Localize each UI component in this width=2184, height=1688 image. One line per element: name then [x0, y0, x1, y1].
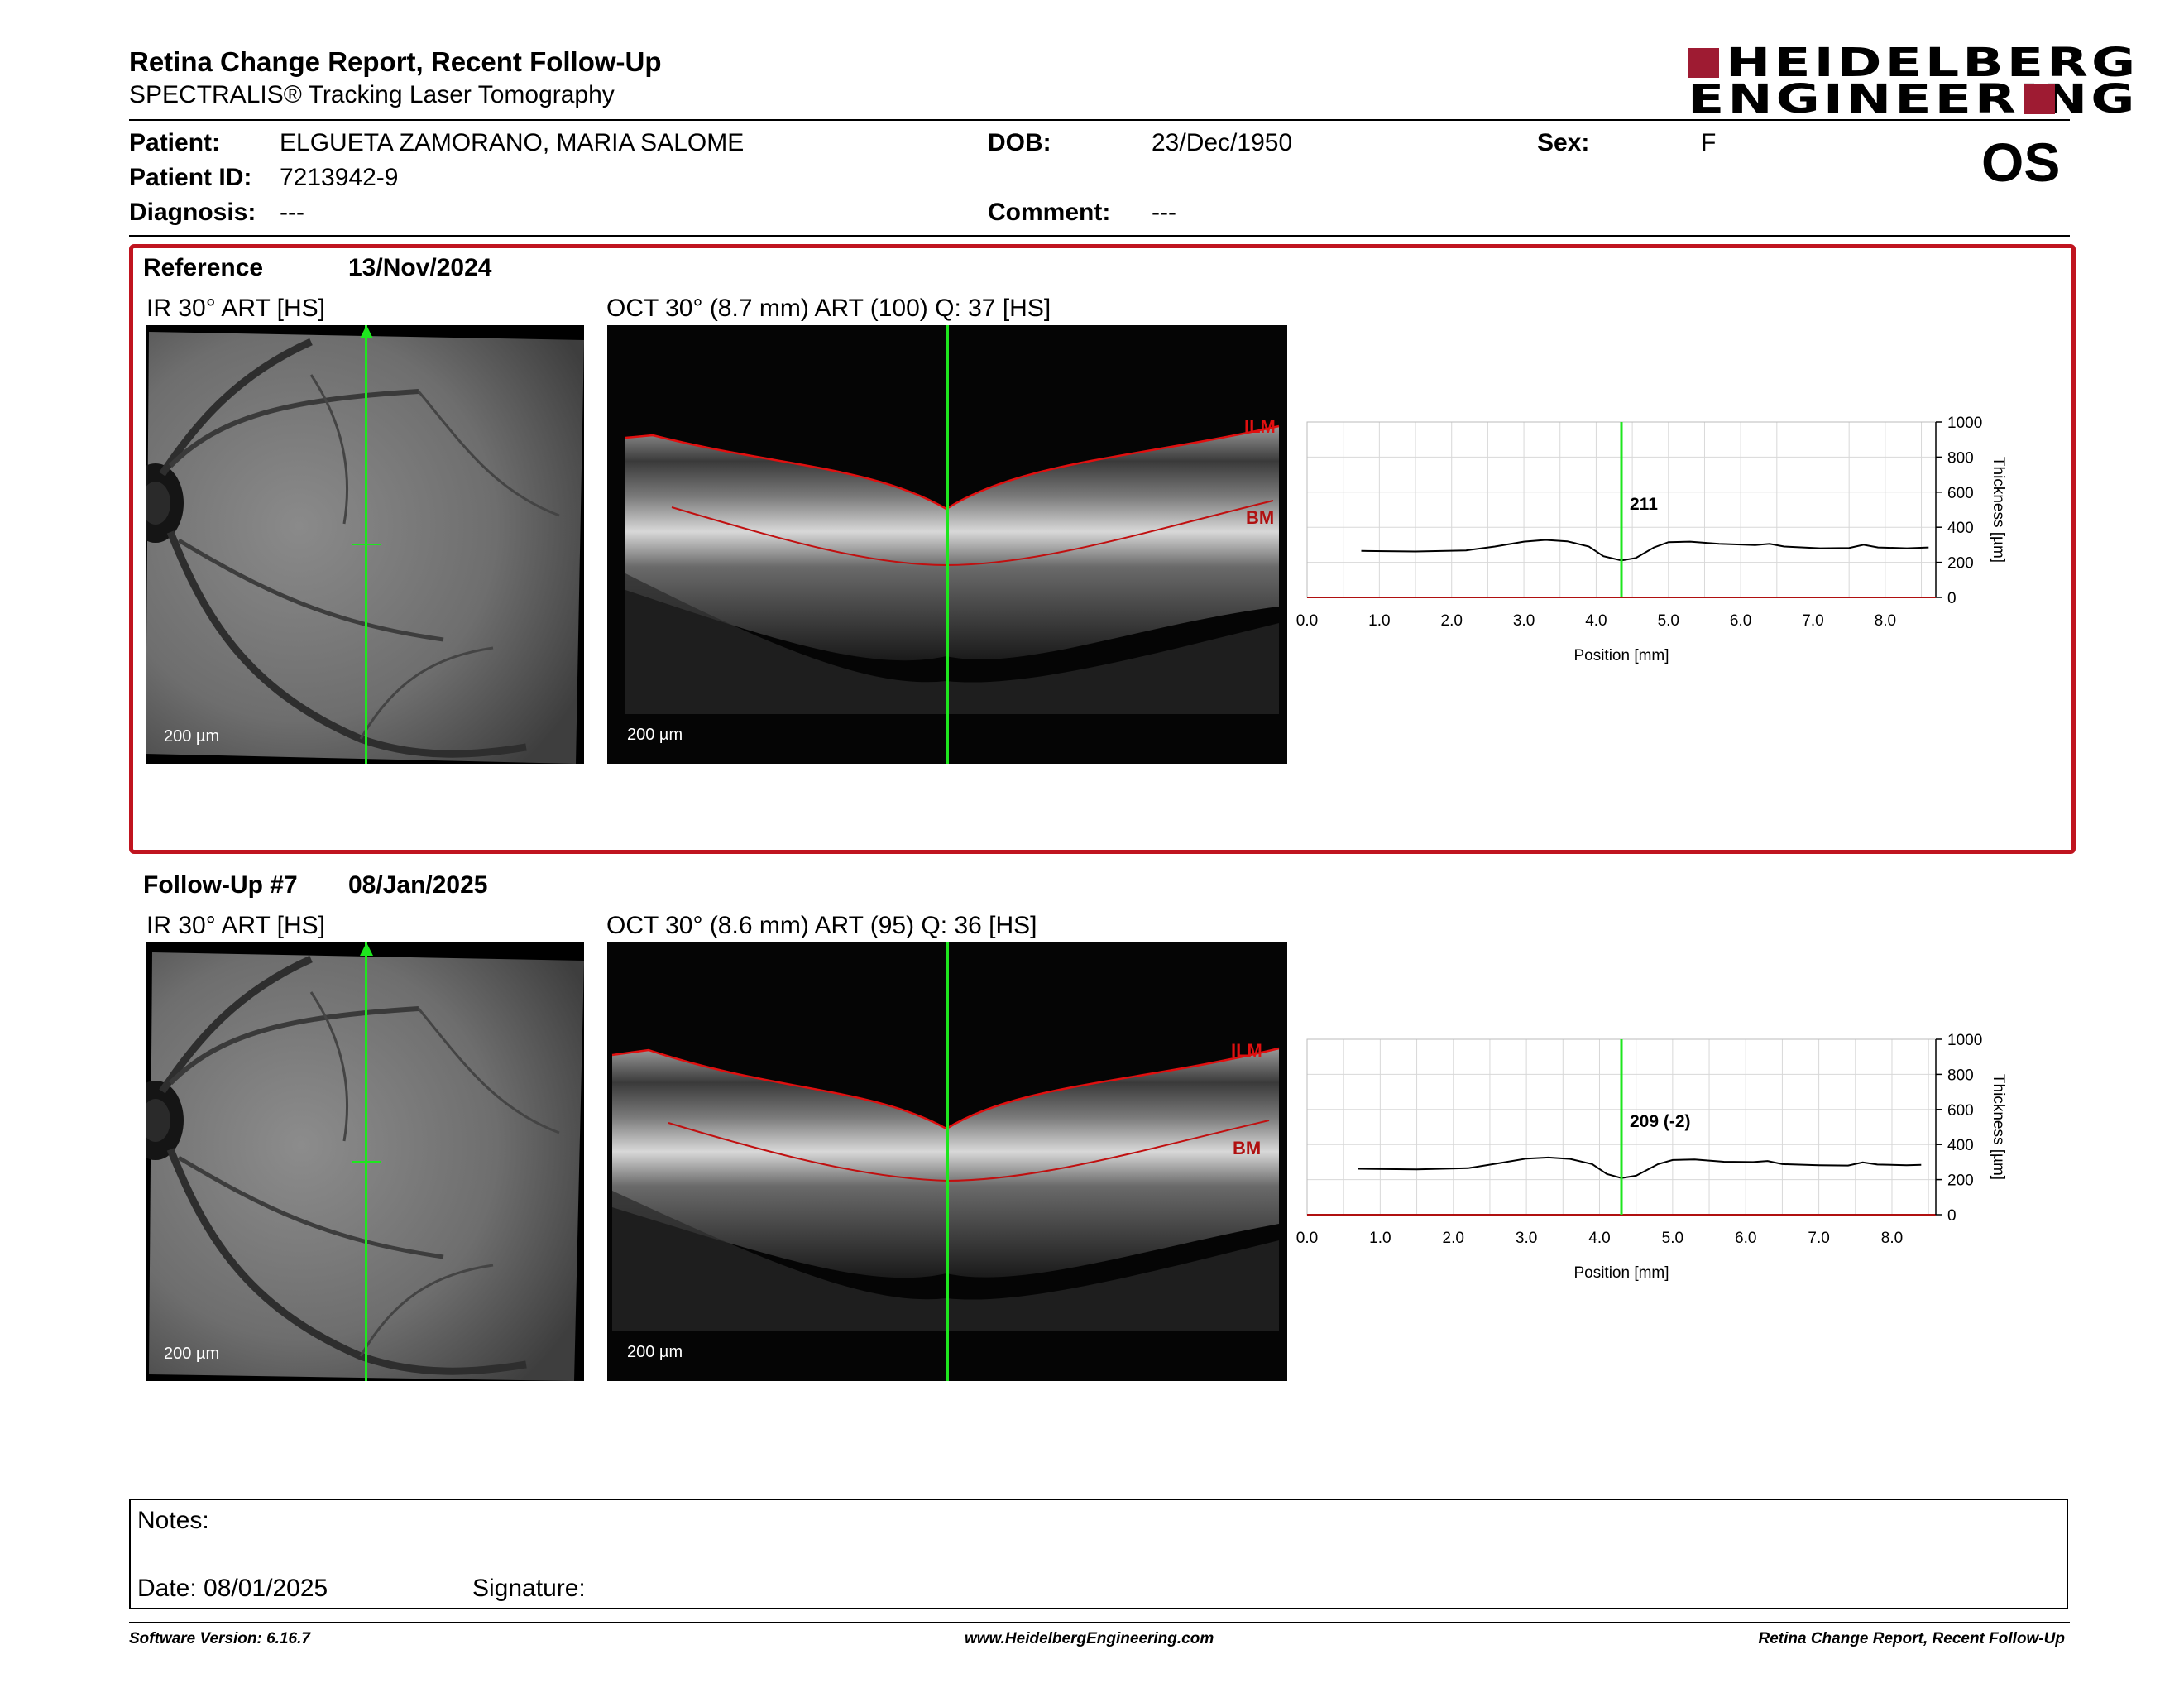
y-tick-label: 200 [1947, 1172, 1974, 1190]
header-divider [129, 119, 2070, 121]
oct-scale-bar: 200 µm [627, 1343, 683, 1361]
oct-scale-bar: 200 µm [627, 726, 683, 744]
bm-label: BM [1246, 507, 1274, 528]
reference-oct-bscan-image: ILM BM 200 µm [607, 325, 1287, 764]
x-tick-label: 7.0 [1808, 1230, 1829, 1247]
y-tick-label: 0 [1947, 590, 1956, 607]
patient-divider [129, 235, 2070, 237]
patient-name: ELGUETA ZAMORANO, MARIA SALOME [280, 129, 745, 156]
y-axis-label: Thickness [µm] [1990, 457, 2007, 563]
y-tick-label: 0 [1947, 1207, 1956, 1225]
followup-date: 08/Jan/2025 [348, 871, 488, 899]
website-link[interactable]: www.HeidelbergEngineering.com [965, 1630, 1214, 1647]
x-tick-label: 0.0 [1296, 612, 1318, 630]
notes-date: Date: 08/01/2025 [137, 1575, 328, 1602]
y-tick-label: 400 [1947, 1137, 1974, 1154]
y-tick-label: 600 [1947, 1102, 1974, 1120]
fovea-crosshair-icon [352, 544, 381, 545]
thickness-series-line [1358, 1156, 1922, 1179]
logo-line-2: ENGINEERING [1688, 76, 2138, 122]
x-tick-label: 5.0 [1662, 1230, 1684, 1247]
ir-scale-bar: 200 µm [164, 1345, 220, 1363]
report-title: Retina Change Report, Recent Follow-Up [129, 46, 662, 77]
footer-divider [129, 1622, 2070, 1623]
sex-value: F [1701, 129, 1717, 156]
signature-label: Signature: [472, 1575, 586, 1602]
comment-label: Comment: [988, 199, 1111, 226]
followup-oct-title: OCT 30° (8.6 mm) ART (95) Q: 36 [HS] [606, 912, 1037, 939]
sex-label: Sex: [1537, 129, 1590, 156]
x-tick-label: 4.0 [1585, 612, 1607, 630]
notes-label: Notes: [137, 1507, 209, 1534]
x-tick-label: 7.0 [1802, 612, 1823, 630]
bm-label: BM [1233, 1138, 1261, 1158]
patient-id-label: Patient ID: [129, 164, 252, 191]
scan-direction-arrow-icon [360, 942, 373, 956]
patient-id-value: 7213942-9 [280, 164, 399, 191]
oct-position-line [946, 942, 949, 1381]
y-tick-label: 1000 [1947, 415, 1982, 432]
diagnosis-value: --- [280, 199, 304, 226]
x-tick-label: 2.0 [1443, 1230, 1464, 1247]
comment-value: --- [1152, 199, 1176, 226]
thickness-series-line [1361, 539, 1929, 562]
oct-bscan-graphic: ILM BM [625, 416, 1280, 714]
y-axis-label: Thickness [µm] [1990, 1074, 2007, 1180]
x-tick-label: 8.0 [1875, 612, 1896, 630]
x-tick-label: 4.0 [1588, 1230, 1610, 1247]
logo-square-icon [1688, 48, 1719, 78]
software-version: Software Version: 6.16.7 [129, 1630, 310, 1647]
reference-ir-fundus-image: 200 µm [146, 325, 584, 764]
eye-indicator: OS [1981, 132, 2061, 193]
x-tick-label: 1.0 [1368, 612, 1390, 630]
x-tick-label: 2.0 [1441, 612, 1463, 630]
ir-scale-bar: 200 µm [164, 727, 220, 746]
reference-ir-title: IR 30° ART [HS] [146, 295, 325, 322]
followup-oct-bscan-image: ILM BM 200 µm [607, 942, 1287, 1381]
followup-ir-title: IR 30° ART [HS] [146, 912, 325, 939]
notes-box: Notes: Date: 08/01/2025 Signature: [129, 1499, 2068, 1609]
marker-value-label: 211 [1630, 495, 1658, 514]
followup-thickness-chart: 0 200 400 600 800 1000 0.0 1.0 2.0 3.0 4.0 5.0 6.0 7.… [1296, 1032, 2007, 1282]
oct-bscan-graphic: ILM BM [611, 1040, 1280, 1331]
reference-oct-title: OCT 30° (8.7 mm) ART (100) Q: 37 [HS] [606, 295, 1051, 322]
x-tick-label: 8.0 [1881, 1230, 1903, 1247]
x-tick-label: 0.0 [1296, 1230, 1318, 1247]
x-axis-label: Position [mm] [1573, 647, 1669, 664]
footer-report-name: Retina Change Report, Recent Follow-Up [1758, 1630, 2065, 1647]
followup-label: Follow-Up #7 [143, 871, 298, 899]
y-tick-label: 800 [1947, 1067, 1974, 1084]
diagnosis-label: Diagnosis: [129, 199, 256, 226]
followup-ir-fundus-image: 200 µm [146, 942, 584, 1381]
oct-position-line [946, 325, 949, 764]
x-tick-label: 3.0 [1513, 612, 1535, 630]
logo-square-icon [2024, 84, 2055, 114]
x-tick-label: 5.0 [1658, 612, 1679, 630]
reference-date: 13/Nov/2024 [348, 254, 492, 281]
ilm-label: ILM [1244, 416, 1276, 437]
x-tick-label: 6.0 [1730, 612, 1751, 630]
y-tick-label: 200 [1947, 555, 1974, 573]
report-subtitle: SPECTRALIS® Tracking Laser Tomography [129, 81, 615, 108]
dob-value: 23/Dec/1950 [1152, 129, 1293, 156]
ilm-label: ILM [1231, 1040, 1262, 1061]
y-tick-label: 800 [1947, 449, 1974, 467]
logo-line-1: HEIDELBERG [1726, 40, 2139, 86]
y-tick-label: 600 [1947, 485, 1974, 502]
y-tick-label: 1000 [1947, 1032, 1982, 1049]
x-tick-label: 1.0 [1369, 1230, 1391, 1247]
fovea-crosshair-icon [352, 1161, 381, 1163]
scan-direction-arrow-icon [360, 325, 373, 338]
dob-label: DOB: [988, 129, 1051, 156]
x-axis-label: Position [mm] [1573, 1264, 1669, 1282]
reference-label: Reference [143, 254, 264, 281]
y-tick-label: 400 [1947, 520, 1974, 537]
reference-thickness-chart: 0 200 400 600 800 1000 0.0 1.0 2.0 3.0 4.0 5.0 6.0 7.… [1296, 415, 2007, 664]
patient-label: Patient: [129, 129, 221, 156]
reference-panel [129, 244, 2076, 854]
x-tick-label: 6.0 [1735, 1230, 1756, 1247]
x-tick-label: 3.0 [1516, 1230, 1537, 1247]
marker-value-label: 209 (-2) [1630, 1112, 1691, 1131]
